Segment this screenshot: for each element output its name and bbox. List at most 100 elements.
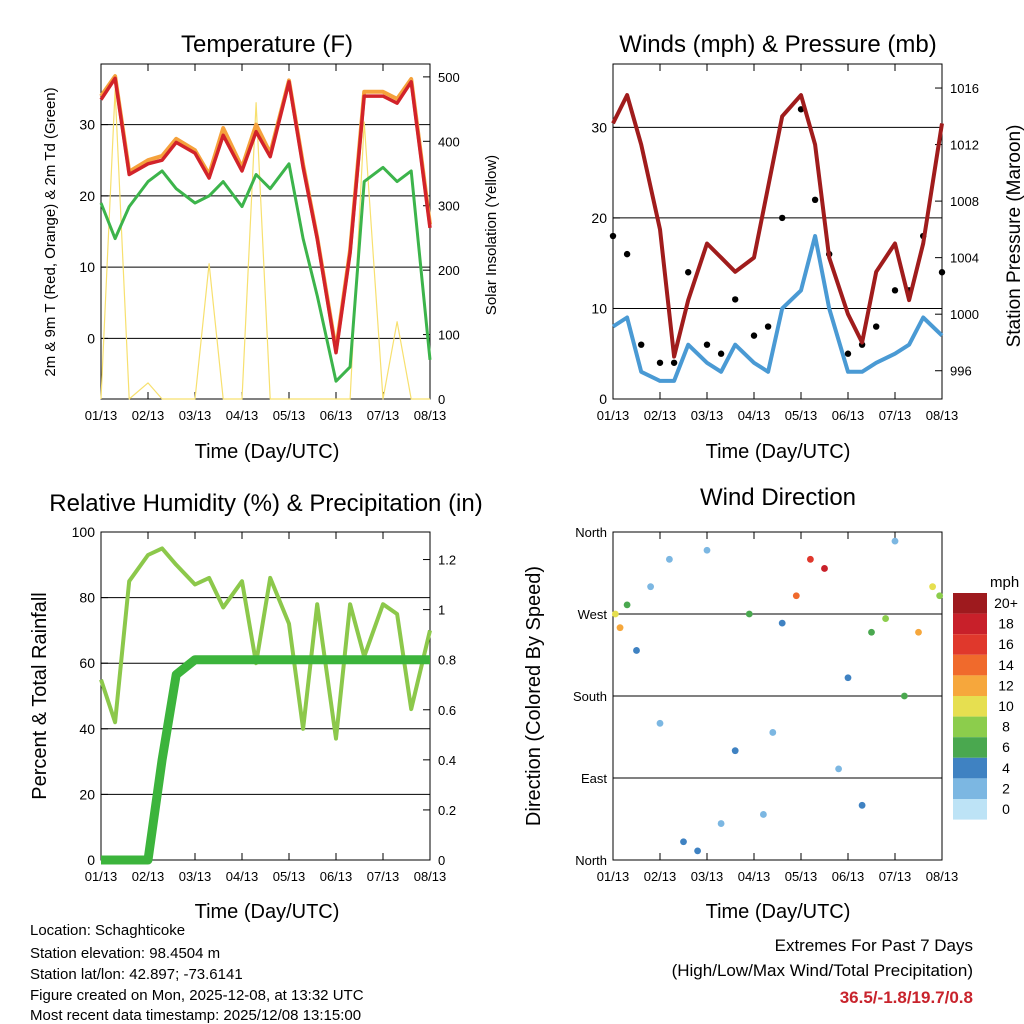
x-tick-label: 05/13 bbox=[785, 869, 818, 884]
footer-latlon: Station lat/lon: 42.897; -73.6141 bbox=[30, 966, 243, 983]
footer-created: Figure created on Mon, 2025-12-08, at 13… bbox=[30, 987, 364, 1004]
direction-point bbox=[717, 820, 725, 827]
temperature-ylabel: 2m & 9m T (Red, Orange) & 2m Td (Green) bbox=[42, 87, 59, 376]
direction-point bbox=[891, 537, 899, 545]
gust-point bbox=[609, 232, 617, 240]
gust-point bbox=[764, 323, 772, 330]
direction-title: Wind Direction bbox=[700, 484, 856, 511]
y-tick-label: North bbox=[575, 525, 607, 540]
colorbar-label: 0 bbox=[1002, 801, 1010, 817]
y-tick-label: East bbox=[581, 771, 607, 786]
gust-point bbox=[891, 287, 899, 294]
colorbar-swatch bbox=[953, 778, 987, 799]
winds-title: Winds (mph) & Pressure (mb) bbox=[619, 31, 936, 58]
humidity-ylabel: Percent & Total Rainfall bbox=[29, 592, 51, 800]
y2-tick-label: 0.4 bbox=[438, 753, 456, 768]
pressure-ylabel: Station Pressure (Maroon) bbox=[1004, 125, 1024, 348]
colorbar-swatch bbox=[953, 654, 987, 676]
x-tick-label: 06/13 bbox=[832, 408, 865, 423]
y-tick-label: 60 bbox=[79, 655, 95, 671]
y2-tick-label: 0 bbox=[438, 392, 445, 407]
direction-point bbox=[778, 619, 786, 627]
colorbar-label: 4 bbox=[1002, 760, 1010, 776]
gust-point bbox=[938, 269, 946, 276]
direction-point bbox=[656, 719, 664, 727]
temperature-title: Temperature (F) bbox=[181, 31, 353, 58]
y2-tick-label: 0 bbox=[438, 853, 445, 868]
x-tick-label: 01/13 bbox=[597, 869, 630, 884]
extremes-title: Extremes For Past 7 Days bbox=[774, 936, 973, 955]
y-tick-label: South bbox=[573, 689, 607, 704]
extremes-values: 36.5/-1.8/19.7/0.8 bbox=[839, 988, 973, 1007]
x-tick-label: 04/13 bbox=[226, 408, 259, 423]
x-tick-label: 03/13 bbox=[179, 869, 212, 884]
x-tick-label: 05/13 bbox=[273, 408, 306, 423]
x-tick-label: 06/13 bbox=[320, 869, 353, 884]
winds-panel: Winds (mph) & Pressure (mb) Time (Day/UT… bbox=[591, 31, 1024, 463]
y2-tick-label: 300 bbox=[438, 199, 460, 214]
winds-xlabel: Time (Day/UTC) bbox=[706, 441, 851, 463]
y-tick-label: 10 bbox=[79, 259, 95, 275]
direction-point bbox=[835, 765, 842, 773]
x-tick-label: 04/13 bbox=[738, 408, 771, 423]
colorbar-label: 14 bbox=[998, 657, 1014, 673]
direction-point bbox=[915, 628, 922, 636]
y2-tick-label: 200 bbox=[438, 263, 460, 278]
footer-recent: Most recent data timestamp: 2025/12/08 1… bbox=[30, 1007, 362, 1024]
x-tick-label: 05/13 bbox=[785, 408, 818, 423]
colorbar-swatch bbox=[953, 613, 987, 635]
x-tick-label: 01/13 bbox=[85, 408, 118, 423]
plot-frame bbox=[612, 63, 943, 400]
colorbar-swatch bbox=[953, 799, 987, 820]
colorbar-swatch bbox=[953, 696, 987, 717]
temperature-panel: Temperature (F) Time (Day/UTC) 2m & 9m T… bbox=[42, 31, 500, 463]
x-tick-label: 03/13 bbox=[179, 408, 212, 423]
footer-location: Location: Schaghticoke bbox=[30, 922, 186, 939]
colorbar-swatch bbox=[953, 737, 987, 758]
x-tick-label: 02/13 bbox=[132, 408, 165, 423]
x-tick-label: 03/13 bbox=[691, 869, 724, 884]
t9m-line bbox=[99, 74, 432, 352]
y-tick-label: 0 bbox=[87, 852, 95, 868]
y-tick-label: 0 bbox=[87, 330, 95, 346]
x-tick-label: 08/13 bbox=[414, 869, 447, 884]
x-tick-label: 04/13 bbox=[226, 869, 259, 884]
y2-tick-label: 1016 bbox=[950, 81, 979, 96]
y2-tick-label: 996 bbox=[950, 364, 972, 379]
direction-point bbox=[882, 615, 889, 622]
y2-tick-label: 1000 bbox=[950, 307, 979, 322]
colorbar-label: 10 bbox=[998, 698, 1014, 714]
rh-line bbox=[99, 546, 432, 741]
y-tick-label: 40 bbox=[79, 721, 95, 737]
y-tick-label: 30 bbox=[79, 117, 95, 133]
direction-point bbox=[616, 624, 624, 632]
gust-point bbox=[623, 250, 631, 258]
x-tick-label: 06/13 bbox=[320, 408, 353, 423]
y2-tick-label: 500 bbox=[438, 70, 460, 85]
colorbar-title: mph bbox=[990, 574, 1019, 591]
colorbar-swatch bbox=[953, 593, 987, 614]
temperature-xlabel: Time (Day/UTC) bbox=[195, 441, 340, 463]
colorbar-label: 20+ bbox=[994, 595, 1018, 611]
gust-point bbox=[703, 341, 711, 348]
direction-point bbox=[680, 838, 687, 846]
y-tick-label: 30 bbox=[591, 119, 607, 135]
pressure-line bbox=[611, 93, 944, 359]
direction-point bbox=[936, 592, 944, 600]
x-tick-label: 07/13 bbox=[367, 869, 400, 884]
y2-tick-label: 0.8 bbox=[438, 653, 456, 668]
plot-frame bbox=[100, 63, 431, 400]
wind-line bbox=[611, 234, 944, 383]
direction-point bbox=[694, 847, 701, 855]
direction-point bbox=[807, 555, 814, 563]
gust-point bbox=[732, 296, 739, 303]
plot-frame bbox=[100, 531, 431, 861]
colorbar-label: 2 bbox=[1002, 780, 1010, 796]
y-tick-label: North bbox=[575, 853, 607, 868]
y-tick-label: 100 bbox=[72, 524, 96, 540]
y-tick-label: 10 bbox=[591, 300, 607, 316]
colorbar-label: 18 bbox=[998, 616, 1014, 632]
direction-ylabel: Direction (Colored By Speed) bbox=[523, 566, 545, 826]
direction-point bbox=[844, 674, 852, 682]
direction-point bbox=[858, 801, 866, 809]
